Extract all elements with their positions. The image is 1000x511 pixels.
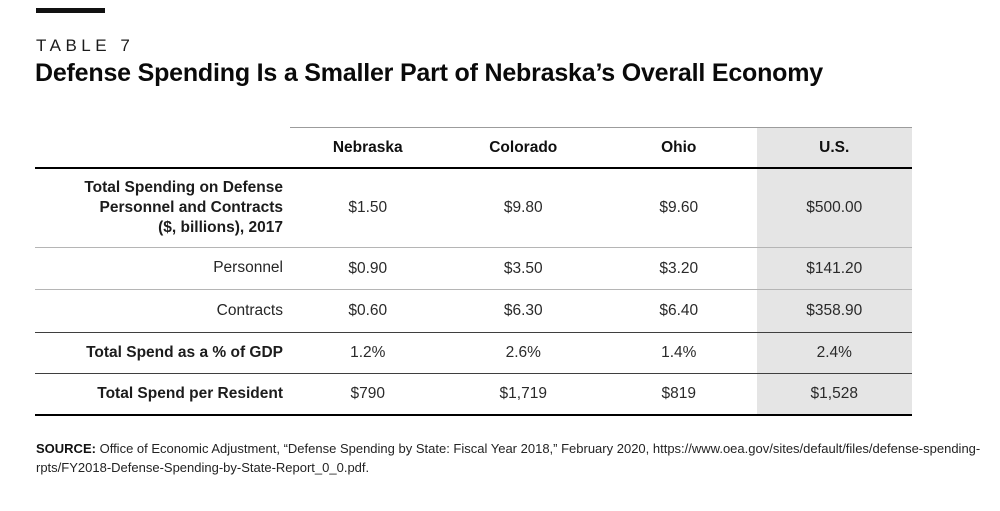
table-cell: $6.40 <box>659 302 699 319</box>
table-cell: $141.20 <box>756 248 912 289</box>
table-row: Total Spend as a % of GDP 1.2% 2.6% 1.4% 2.4… <box>35 332 912 373</box>
column-header: Colorado <box>445 127 601 167</box>
column-header: Nebraska <box>290 127 446 167</box>
table-cell: $500.00 <box>756 169 912 247</box>
table-cell: 2.4% <box>756 333 912 373</box>
table-cell: $3.20 <box>659 259 699 277</box>
source-label: SOURCE: <box>36 441 96 456</box>
table-cell: $0.90 <box>348 259 388 277</box>
table-cell: $1,528 <box>756 374 912 414</box>
table-cell: $1,719 <box>499 385 547 402</box>
table-cell: 2.6% <box>505 344 541 361</box>
table-header-row: Nebraska Colorado Ohio U.S. <box>35 127 912 169</box>
table-cell: $790 <box>350 385 385 402</box>
data-table: Nebraska Colorado Ohio U.S. Total Spending o… <box>35 127 912 416</box>
table-cell: $9.80 <box>503 199 543 216</box>
row-label-line: Total Spending on Defense <box>84 178 283 196</box>
column-header: Ohio <box>601 127 757 167</box>
row-label-line: Personnel and Contracts <box>99 198 283 216</box>
table-cell: $9.60 <box>659 199 699 216</box>
table-cell: 1.4% <box>661 344 697 361</box>
table-cell: $358.90 <box>756 290 912 332</box>
table-number-label: TABLE 7 <box>36 36 135 55</box>
column-header: U.S. <box>756 127 912 167</box>
table-row: Contracts $0.60 $6.30 $6.40 $358.90 <box>35 289 912 332</box>
header-corner-cell <box>35 127 290 167</box>
table-cell: $819 <box>661 385 696 402</box>
table-cell: $1.50 <box>348 199 388 216</box>
table-row: Personnel $0.90 $3.50 $3.20 $141.20 <box>35 247 912 289</box>
table-cell: $3.50 <box>503 259 543 277</box>
source-note: SOURCE: Office of Economic Adjustment, “… <box>36 440 986 478</box>
table-cell: $6.30 <box>503 302 543 319</box>
table-cell: $0.60 <box>348 302 388 319</box>
row-label: Total Spending on Defense Personnel and C… <box>35 169 290 247</box>
accent-bar <box>36 8 105 13</box>
row-label: Total Spend per Resident <box>97 384 283 402</box>
page-title: Defense Spending Is a Smaller Part of Ne… <box>35 59 823 87</box>
table-cell: 1.2% <box>350 344 386 361</box>
table-row: Total Spending on Defense Personnel and C… <box>35 169 912 247</box>
row-label: Contracts <box>216 301 283 319</box>
row-label: Personnel <box>213 259 283 277</box>
row-label: Total Spend as a % of GDP <box>86 343 283 361</box>
row-label-line: ($, billions), 2017 <box>158 219 283 237</box>
source-text: Office of Economic Adjustment, “Defense … <box>36 441 981 475</box>
table-row: Total Spend per Resident $790 $1,719 $819 $1… <box>35 373 912 414</box>
